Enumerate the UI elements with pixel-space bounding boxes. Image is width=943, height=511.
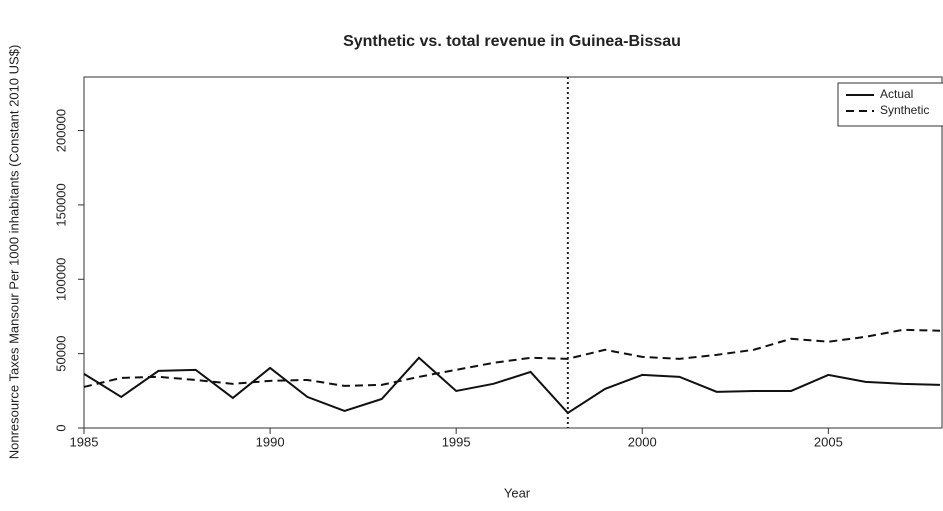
- x-tick-label: 1985: [70, 434, 99, 449]
- y-tick-label: 50000: [53, 336, 68, 372]
- x-tick-label: 1995: [442, 434, 471, 449]
- series-line: [83, 328, 941, 388]
- x-tick-label: 2000: [628, 434, 657, 449]
- y-tick-label: 200000: [53, 109, 68, 152]
- legend-label: Actual: [880, 87, 913, 101]
- x-axis-label: Year: [504, 485, 531, 500]
- y-tick-label: 150000: [53, 183, 68, 226]
- series-line: [83, 356, 941, 415]
- legend-box: [837, 82, 943, 127]
- plot-box: [83, 76, 943, 429]
- chart-title: Synthetic vs. total revenue in Guinea-Bi…: [343, 33, 681, 50]
- y-tick-label: 0: [53, 424, 68, 431]
- y-tick-label: 100000: [53, 258, 68, 301]
- y-axis-label: Nonresource Taxes Mansour Per 1000 inhab…: [6, 45, 21, 460]
- x-tick-label: 2005: [814, 434, 843, 449]
- x-tick-label: 1990: [256, 434, 285, 449]
- legend-label: Synthetic: [880, 103, 929, 117]
